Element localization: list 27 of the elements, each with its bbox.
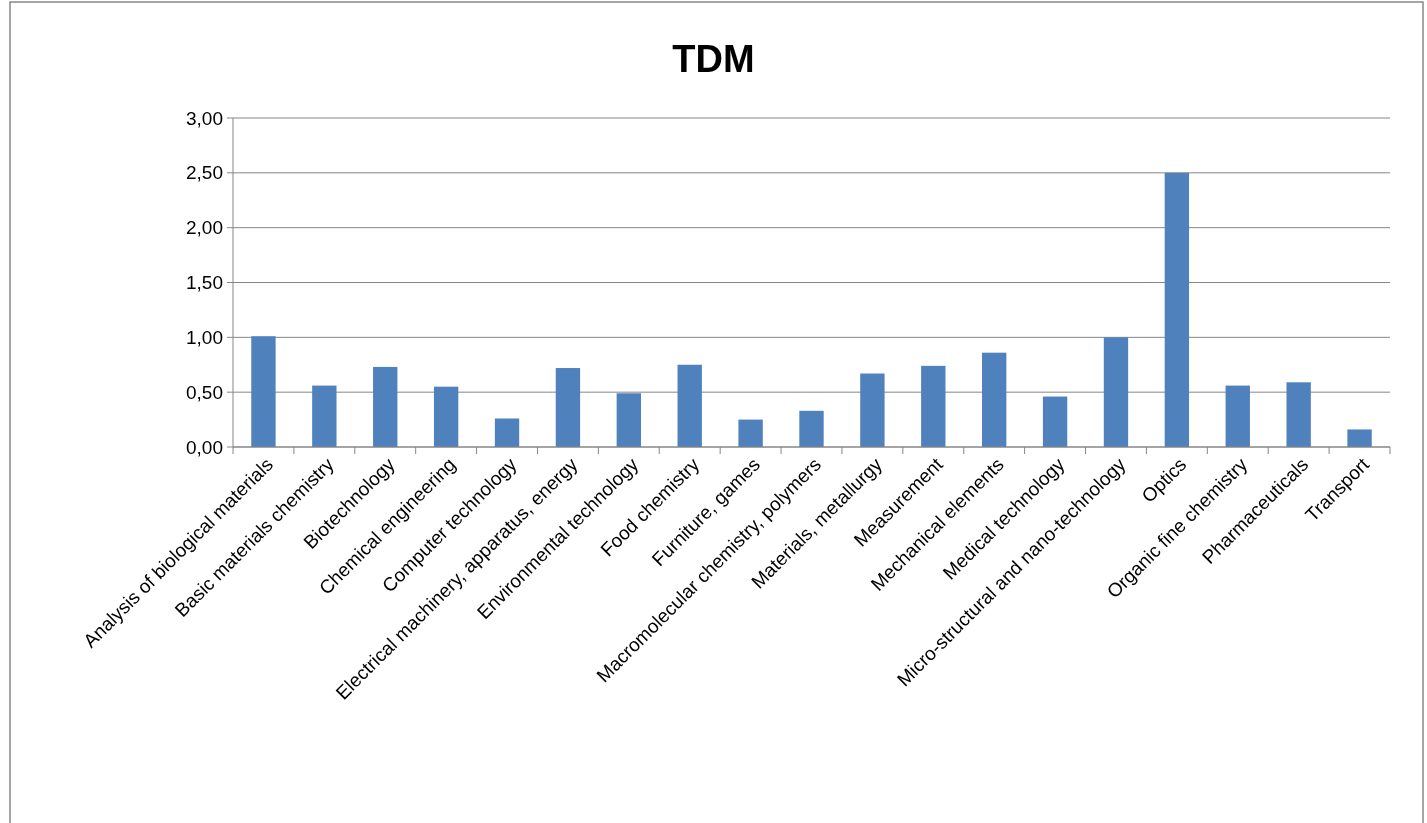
bar bbox=[494, 418, 520, 447]
y-tick-label: 1,00 bbox=[186, 326, 223, 348]
y-tick-label: 0,00 bbox=[186, 436, 223, 458]
bar bbox=[738, 419, 763, 447]
bar bbox=[1042, 396, 1068, 447]
y-tick-label: 0,50 bbox=[186, 381, 223, 403]
bar bbox=[312, 385, 337, 447]
bar bbox=[799, 410, 824, 447]
y-tick-label: 3,00 bbox=[186, 107, 223, 129]
bar bbox=[921, 365, 946, 447]
bar bbox=[616, 393, 641, 447]
bar bbox=[1164, 172, 1190, 447]
bar bbox=[860, 373, 885, 447]
bar bbox=[1103, 337, 1129, 447]
bar bbox=[982, 352, 1007, 447]
bar bbox=[1347, 429, 1372, 447]
bar bbox=[1225, 385, 1250, 447]
bar bbox=[373, 366, 398, 447]
bar bbox=[251, 336, 276, 447]
bar bbox=[433, 386, 459, 447]
bar bbox=[1286, 382, 1311, 447]
y-tick-label: 2,50 bbox=[186, 162, 223, 184]
bar bbox=[677, 364, 702, 447]
chart-title: TDM bbox=[672, 38, 755, 80]
bar bbox=[555, 368, 581, 447]
y-tick-label: 2,00 bbox=[186, 217, 223, 239]
y-tick-label: 1,50 bbox=[186, 272, 223, 294]
